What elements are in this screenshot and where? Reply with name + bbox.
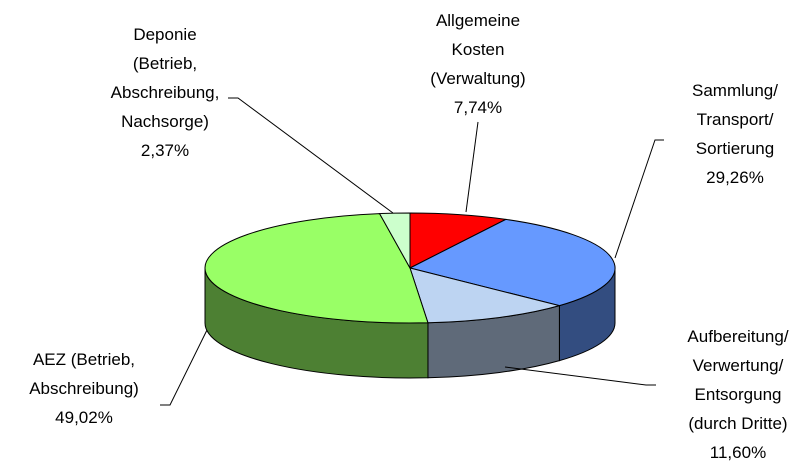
slice [409,212,508,269]
category-label: Allgemeine Kosten (Verwaltung) [430,11,526,88]
slice-label: Sammlung/ Transport/ Sortierung 29,26% [692,76,778,192]
value-label: 49,02% [55,408,113,427]
slice [409,267,562,324]
leader-line [465,121,479,213]
value-label: 11,60% [709,443,767,462]
category-label: Deponie (Betrieb, Abschreibung, Nachsorg… [110,25,220,131]
slice [204,213,429,324]
slice-label: AEZ (Betrieb, Abschreibung) 49,02% [29,345,139,432]
category-label: Aufbereitung/ Verwertung/ Entsorgung (du… [687,327,789,433]
slice-label: Aufbereitung/ Verwertung/ Entsorgung (du… [687,322,788,467]
slice-label: Deponie (Betrieb, Abschreibung, Nachsorg… [111,20,220,165]
slice [378,212,411,270]
leader-line [160,329,208,406]
leader-line [614,139,664,259]
leader-line [504,366,656,386]
category-label: AEZ (Betrieb, Abschreibung) [29,350,139,398]
value-label: 2,37% [140,141,190,160]
slice-label: Allgemeine Kosten (Verwaltung) 7,74% [430,6,525,122]
value-label: 29,26% [706,168,764,187]
slice [408,218,616,307]
leader-line [228,97,394,214]
category-label: Sammlung/ Transport/ Sortierung [692,81,778,158]
value-label: 7,74% [453,98,503,117]
